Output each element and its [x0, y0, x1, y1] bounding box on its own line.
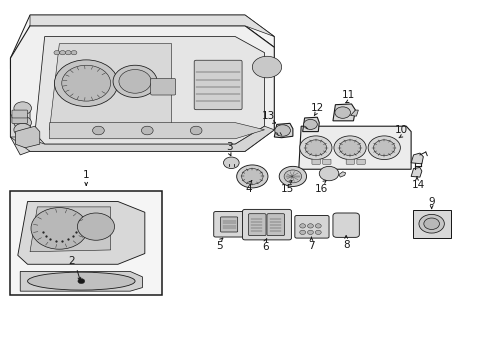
FancyBboxPatch shape	[357, 159, 365, 164]
Text: 8: 8	[343, 240, 349, 250]
Polygon shape	[339, 172, 345, 177]
Circle shape	[275, 125, 291, 136]
Circle shape	[368, 136, 400, 159]
Polygon shape	[303, 117, 319, 132]
Polygon shape	[350, 110, 358, 116]
Circle shape	[308, 224, 314, 228]
Circle shape	[54, 50, 60, 55]
Circle shape	[65, 50, 71, 55]
Polygon shape	[10, 126, 274, 151]
FancyBboxPatch shape	[12, 116, 27, 123]
Text: 10: 10	[395, 125, 408, 135]
Text: 13: 13	[262, 111, 275, 121]
Circle shape	[419, 215, 444, 233]
Polygon shape	[299, 126, 411, 169]
Circle shape	[334, 136, 366, 159]
Text: 3: 3	[226, 142, 233, 152]
Circle shape	[54, 60, 118, 107]
Circle shape	[77, 213, 115, 240]
Text: 1: 1	[83, 170, 90, 180]
Circle shape	[190, 126, 202, 135]
Text: 6: 6	[262, 242, 269, 252]
FancyBboxPatch shape	[248, 214, 266, 235]
Circle shape	[60, 50, 66, 55]
Circle shape	[14, 102, 31, 115]
Circle shape	[335, 107, 350, 118]
FancyBboxPatch shape	[295, 216, 329, 238]
Polygon shape	[10, 15, 274, 69]
FancyBboxPatch shape	[333, 213, 359, 237]
Circle shape	[300, 136, 332, 159]
Circle shape	[305, 140, 327, 156]
FancyBboxPatch shape	[10, 191, 162, 295]
Circle shape	[237, 165, 268, 188]
Polygon shape	[30, 207, 111, 252]
FancyBboxPatch shape	[323, 159, 331, 164]
Circle shape	[142, 126, 153, 135]
Circle shape	[113, 65, 157, 98]
Circle shape	[78, 279, 85, 284]
Circle shape	[300, 224, 306, 228]
Polygon shape	[18, 202, 145, 264]
Polygon shape	[10, 108, 30, 155]
Polygon shape	[411, 167, 422, 177]
Text: 7: 7	[308, 241, 315, 251]
Circle shape	[71, 50, 77, 55]
Polygon shape	[20, 271, 143, 291]
Text: 15: 15	[280, 184, 294, 194]
Circle shape	[308, 230, 314, 234]
Polygon shape	[15, 126, 40, 148]
Polygon shape	[35, 37, 265, 144]
FancyBboxPatch shape	[346, 159, 354, 164]
Circle shape	[93, 126, 104, 135]
Circle shape	[339, 140, 361, 156]
Circle shape	[319, 166, 339, 181]
Text: 4: 4	[245, 184, 252, 194]
Circle shape	[279, 166, 307, 186]
Circle shape	[14, 116, 31, 129]
Circle shape	[62, 65, 111, 101]
Circle shape	[223, 157, 239, 168]
FancyBboxPatch shape	[151, 78, 175, 95]
Circle shape	[242, 168, 263, 184]
FancyBboxPatch shape	[413, 210, 451, 238]
Text: 2: 2	[68, 256, 75, 266]
Circle shape	[252, 56, 282, 78]
FancyBboxPatch shape	[12, 110, 27, 118]
FancyBboxPatch shape	[312, 159, 320, 164]
Circle shape	[316, 230, 321, 234]
Circle shape	[14, 123, 31, 136]
Polygon shape	[10, 26, 274, 151]
Polygon shape	[49, 123, 265, 139]
Polygon shape	[333, 104, 355, 121]
Circle shape	[304, 120, 318, 130]
FancyBboxPatch shape	[214, 212, 245, 237]
Circle shape	[424, 218, 440, 229]
Text: 11: 11	[342, 90, 355, 100]
Circle shape	[119, 69, 151, 93]
FancyBboxPatch shape	[194, 60, 242, 110]
Text: 16: 16	[315, 184, 328, 194]
Circle shape	[373, 140, 395, 156]
Text: 5: 5	[216, 241, 223, 251]
FancyBboxPatch shape	[267, 214, 285, 235]
Polygon shape	[49, 44, 172, 130]
Polygon shape	[30, 15, 274, 37]
Circle shape	[284, 170, 302, 183]
Text: 12: 12	[311, 103, 324, 113]
FancyBboxPatch shape	[220, 217, 238, 232]
Text: 14: 14	[412, 180, 425, 190]
Circle shape	[300, 230, 306, 234]
Polygon shape	[274, 123, 293, 138]
Circle shape	[31, 208, 88, 249]
Text: 9: 9	[428, 197, 435, 207]
Circle shape	[316, 224, 321, 228]
FancyBboxPatch shape	[243, 210, 292, 240]
Ellipse shape	[27, 272, 135, 290]
Polygon shape	[411, 153, 423, 164]
